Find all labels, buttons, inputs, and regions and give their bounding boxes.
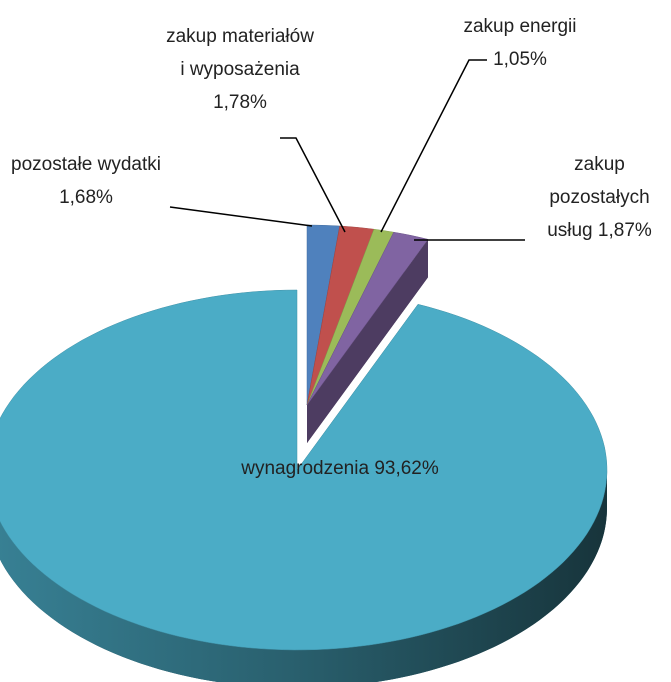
data-label: wynagrodzenia 93,62% xyxy=(240,452,440,485)
leader-line xyxy=(280,137,346,233)
data-label: zakup pozostałych usług 1,87% xyxy=(528,148,671,247)
data-label: zakup energii 1,05% xyxy=(440,10,600,76)
value-label: 1,05% xyxy=(493,49,547,70)
slice-cut-face xyxy=(307,239,428,443)
slice-top xyxy=(0,289,608,651)
value-label: 1,68% xyxy=(59,187,113,208)
leader-line xyxy=(169,206,313,227)
category-label: zakup pozostałych usług xyxy=(547,154,650,241)
category-label: zakup energii xyxy=(463,16,577,37)
leader-line xyxy=(380,59,487,233)
value-label: 93,62% xyxy=(374,458,439,479)
category-label: pozostałe wydatki xyxy=(11,154,161,175)
category-label: zakup materiałów i wyposażenia xyxy=(166,26,314,80)
data-label: pozostałe wydatki 1,68% xyxy=(0,148,172,214)
category-label: wynagrodzenia xyxy=(241,458,370,479)
value-label: 1,78% xyxy=(213,92,267,113)
value-label: 1,87% xyxy=(597,220,652,241)
data-label: zakup materiałów i wyposażenia 1,78% xyxy=(165,20,315,119)
